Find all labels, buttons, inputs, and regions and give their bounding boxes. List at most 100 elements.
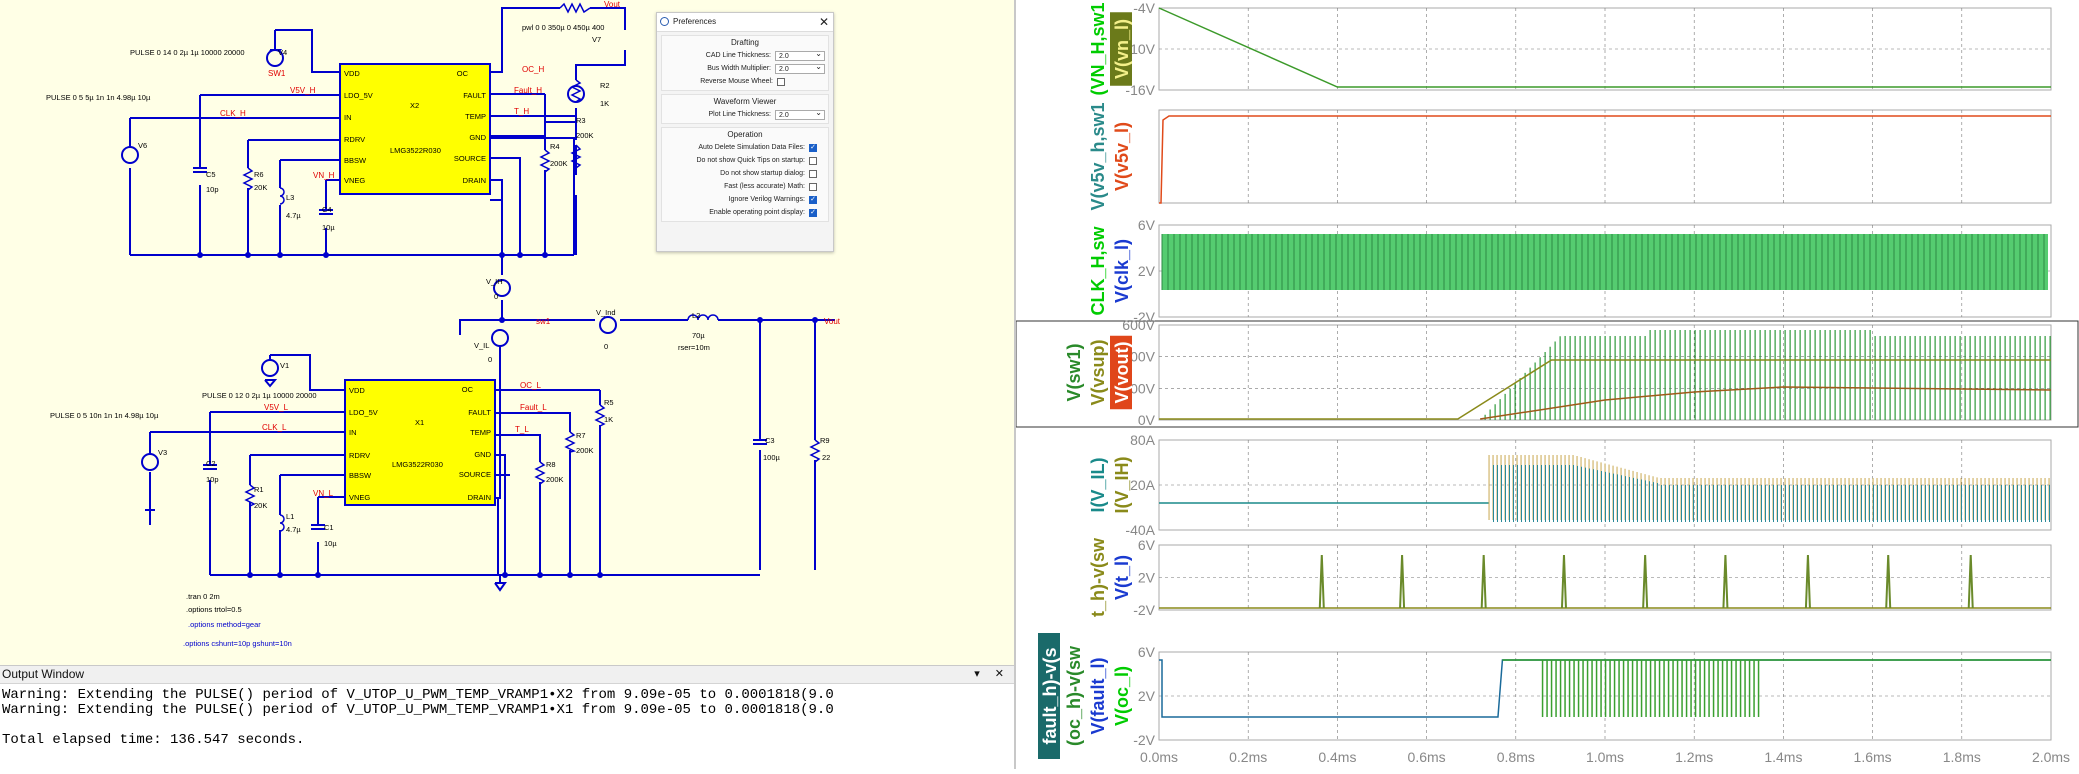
- x-tick-label: 1.4ms: [1764, 749, 1802, 765]
- svg-text:R2: R2: [600, 81, 610, 90]
- trace-label[interactable]: V(vn_l): [1112, 19, 1132, 79]
- directive-method: .options method=gear: [188, 620, 261, 629]
- op-label-1: Do not show Quick Tips on startup:: [696, 157, 805, 164]
- v3-source: [141, 453, 159, 471]
- waveform-viewer[interactable]: -4V -10V -16V V(vn_l) (VN_H,sw1 V(v5v_l) V(v5v…: [1015, 0, 2079, 769]
- trace-vsup: [1159, 359, 2051, 420]
- schematic-canvas[interactable]: PULSE 0 14 0 2µ 1µ 10000 20000 PULSE 0 5…: [0, 0, 1014, 665]
- svg-text:10p: 10p: [206, 475, 219, 484]
- op-checkbox-3[interactable]: [809, 182, 817, 191]
- trace-label[interactable]: fault_h)-v(s: [1040, 647, 1060, 744]
- reverse-wheel-checkbox[interactable]: [777, 77, 785, 86]
- output-window-controls[interactable]: ▾ ✕: [974, 668, 1010, 680]
- svg-text:IN: IN: [349, 428, 357, 437]
- waveform-pane[interactable]: 6V 2V -2VV(t_l)t_h)-v(sw: [1088, 537, 2052, 618]
- svg-text:C5: C5: [206, 170, 216, 179]
- trace-label[interactable]: V(vsup): [1088, 339, 1108, 405]
- svg-text:V1: V1: [280, 361, 289, 370]
- svg-text:VN_L: VN_L: [313, 489, 334, 498]
- trace-label[interactable]: V(v5v_h,sw1: [1088, 102, 1108, 210]
- ic-x1-part: LMG3522R030: [392, 460, 443, 469]
- directive-cshunt: .options cshunt=10p gshunt=10n: [183, 639, 292, 648]
- svg-text:C3: C3: [765, 436, 775, 445]
- trace-label[interactable]: V(oc_l): [1112, 666, 1132, 726]
- trace-label[interactable]: CLK_H,sw: [1088, 225, 1108, 315]
- svg-text:C1: C1: [324, 523, 334, 532]
- svg-text:OC: OC: [462, 385, 474, 394]
- close-icon[interactable]: ✕: [818, 15, 829, 29]
- trace-label[interactable]: V(fault_l): [1088, 657, 1108, 734]
- svg-text:V_IL: V_IL: [474, 341, 489, 350]
- y-tick-label: 6V: [1138, 537, 1156, 553]
- svg-text:20K: 20K: [254, 183, 267, 192]
- trace-label[interactable]: V(clk_l): [1112, 239, 1132, 303]
- preferences-header: Preferences ✕: [657, 13, 833, 32]
- waveform-pane[interactable]: V(v5v_l)V(v5v_h,sw1: [1088, 102, 2052, 211]
- operation-title: Operation: [727, 130, 763, 139]
- y-tick-label: -16V: [1125, 82, 1155, 98]
- trace-label[interactable]: V(vout): [1112, 342, 1132, 404]
- plot-line-select[interactable]: 2.0: [775, 108, 825, 120]
- waveform-pane[interactable]: 6V 2V -2VV(oc_l)V(fault_l)(oc_h)-v(swfault…: [1038, 633, 2052, 759]
- svg-text:SW1: SW1: [268, 69, 286, 78]
- ic-x2-name: X2: [410, 101, 419, 110]
- svg-text:4.7µ: 4.7µ: [286, 525, 301, 534]
- svg-text:C4: C4: [322, 205, 332, 214]
- bus-width-select[interactable]: 2.0: [775, 62, 825, 74]
- trace-label[interactable]: t_h)-v(sw: [1088, 537, 1108, 617]
- trace-label[interactable]: V(v5v_l): [1112, 122, 1132, 191]
- op-checkbox-0[interactable]: ✓: [809, 143, 817, 152]
- svg-text:0: 0: [488, 355, 492, 364]
- pane-splitter[interactable]: [1014, 0, 1016, 769]
- op-checkbox-5[interactable]: ✓: [809, 208, 817, 217]
- svg-text:C2: C2: [206, 459, 216, 468]
- x-tick-label: 0.8ms: [1497, 749, 1535, 765]
- y-tick-label: -10V: [1125, 41, 1155, 57]
- svg-text:Fault_H: Fault_H: [514, 86, 542, 95]
- cad-line-label: CAD Line Thickness:: [705, 52, 771, 59]
- svg-text:1K: 1K: [600, 99, 609, 108]
- svg-text:200K: 200K: [576, 131, 594, 140]
- svg-text:T_H: T_H: [514, 107, 529, 116]
- svg-text:R5: R5: [604, 398, 614, 407]
- op-checkbox-2[interactable]: [809, 169, 817, 178]
- v1-spec: PULSE 0 12 0 2µ 1µ 10000 20000: [202, 391, 317, 400]
- svg-text:CLK_L: CLK_L: [262, 423, 287, 432]
- trace-label[interactable]: (VN_H,sw1: [1088, 2, 1108, 95]
- svg-text:200K: 200K: [550, 159, 568, 168]
- preferences-panel: Preferences ✕ Drafting CAD Line Thicknes…: [656, 12, 834, 252]
- trace-label[interactable]: I(V_IL): [1088, 457, 1108, 512]
- ic-x1-name: X1: [415, 418, 424, 427]
- trace-label[interactable]: V(t_l): [1112, 555, 1132, 600]
- output-log: Warning: Extending the PULSE() period of…: [0, 684, 1014, 752]
- svg-text:VNEG: VNEG: [344, 176, 365, 185]
- output-window-titlebar: Output Window ▾ ✕: [0, 666, 1014, 684]
- x-tick-label: 1.8ms: [1943, 749, 1981, 765]
- op-checkbox-4[interactable]: ✓: [809, 195, 817, 204]
- svg-text:0: 0: [494, 292, 498, 301]
- svg-text:200K: 200K: [576, 446, 594, 455]
- cad-line-select[interactable]: 2.0: [775, 49, 825, 61]
- svg-text:L1: L1: [286, 512, 294, 521]
- svg-text:70µ: 70µ: [692, 331, 705, 340]
- op-label-2: Do not show startup dialog:: [720, 170, 805, 177]
- trace-label[interactable]: V(sw1): [1064, 343, 1084, 401]
- ic-x2-body: [339, 63, 491, 195]
- y-tick-label: 2V: [1138, 570, 1156, 586]
- svg-text:BBSW: BBSW: [344, 156, 367, 165]
- trace-label[interactable]: I(V_IH): [1112, 456, 1132, 513]
- output-window-title: Output Window: [2, 667, 85, 681]
- y-tick-label: 2V: [1138, 688, 1156, 704]
- waveform-pane[interactable]: -4V -10V -16V V(vn_l)(VN_H,sw1: [1088, 0, 2052, 98]
- x-tick-label: 0.2ms: [1229, 749, 1267, 765]
- op-label-4: Ignore Verilog Warnings:: [728, 196, 805, 203]
- svg-text:R8: R8: [546, 460, 556, 469]
- svg-text:OC_H: OC_H: [522, 65, 544, 74]
- op-checkbox-1[interactable]: [809, 156, 817, 165]
- v4-source: [266, 49, 284, 67]
- reverse-wheel-label: Reverse Mouse Wheel:: [700, 78, 773, 85]
- svg-text:22: 22: [822, 453, 830, 462]
- trace-label[interactable]: (oc_h)-v(sw: [1064, 645, 1084, 746]
- svg-text:R4: R4: [550, 142, 560, 151]
